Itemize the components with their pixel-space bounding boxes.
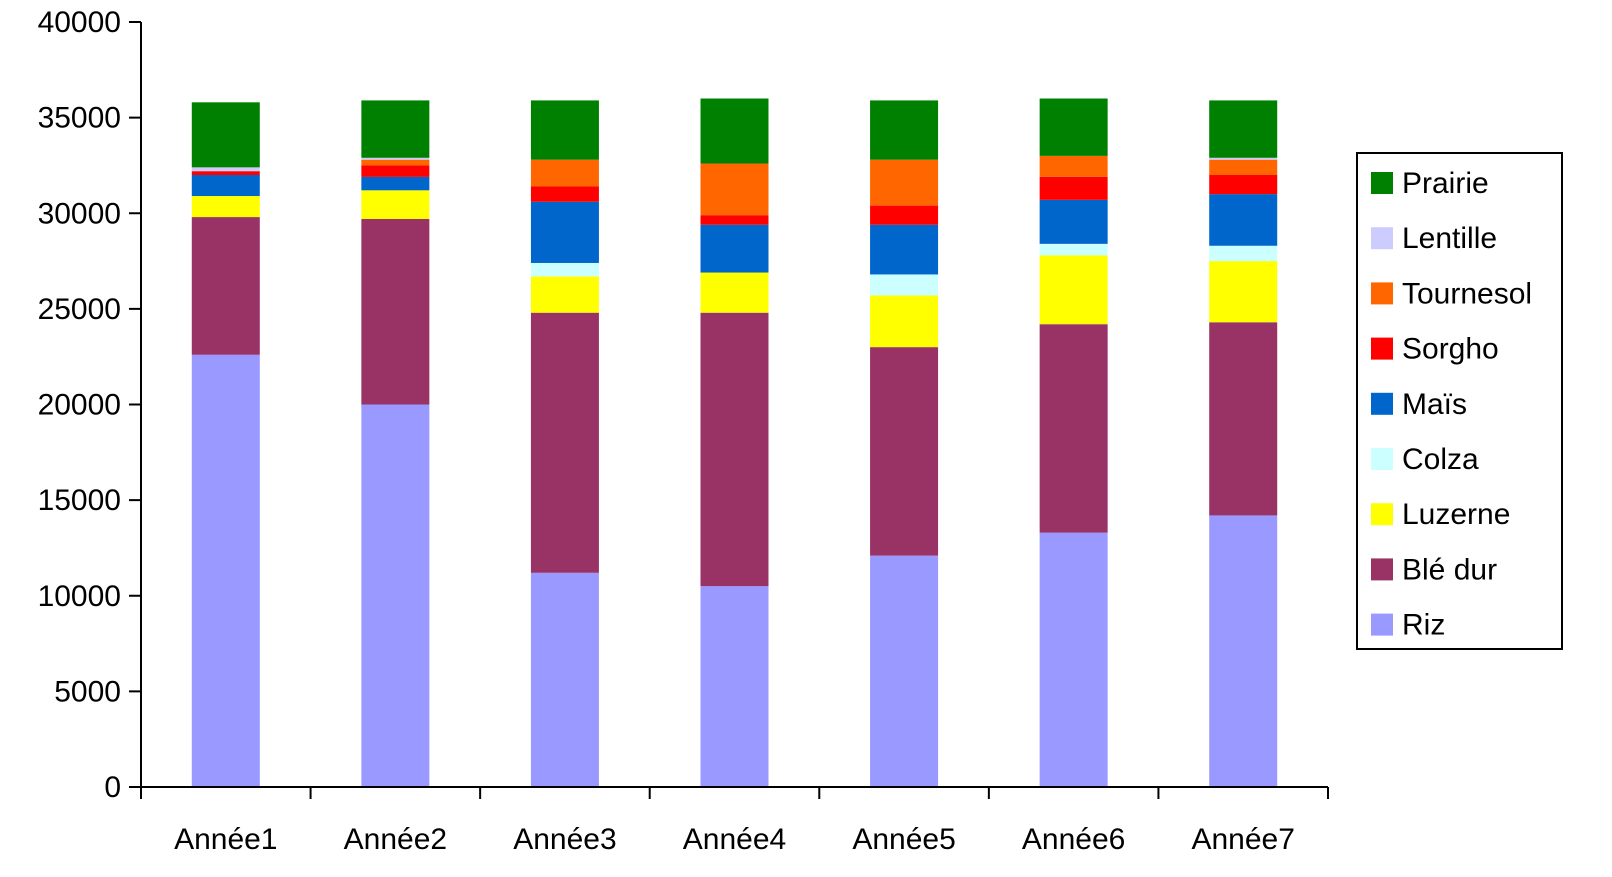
bar-segment-tournesol-5 — [870, 159, 939, 206]
y-tick-label: 15000 — [38, 484, 121, 517]
legend-swatch — [1371, 337, 1393, 360]
bar-segment-prairie-4 — [700, 98, 769, 164]
legend-swatch — [1371, 282, 1393, 305]
x-tick-label: Année6 — [1022, 823, 1125, 856]
bar-segment-riz-1 — [191, 354, 260, 787]
bar-segment-prairie-6 — [1039, 98, 1108, 156]
y-tick-label: 35000 — [38, 102, 121, 135]
bar-segment-blé-dur-7 — [1209, 322, 1278, 516]
bar-segment-tournesol-6 — [1039, 155, 1108, 177]
bar-segment-luzerne-2 — [361, 190, 430, 219]
legend-label: Maïs — [1402, 388, 1467, 421]
bar-segment-sorgho-4 — [700, 215, 769, 225]
bar-segment-blé-dur-4 — [700, 312, 769, 587]
bar-segment-riz-5 — [870, 555, 939, 787]
bar-segment-tournesol-7 — [1209, 159, 1278, 175]
bar-segment-blé-dur-6 — [1039, 324, 1108, 533]
legend-label: Luzerne — [1402, 498, 1510, 531]
x-axis: Année1 Année2 Année3 Année4 Année5 Année6 Anné… — [140, 786, 1329, 856]
x-tick-label: Année5 — [852, 823, 955, 856]
legend-label: Prairie — [1402, 167, 1489, 200]
legend-label: Tournesol — [1402, 277, 1532, 310]
legend-label: Blé dur — [1402, 553, 1497, 586]
bar-segment-lentille-1 — [191, 167, 260, 172]
x-tick-label: Année4 — [683, 823, 786, 856]
bar-segment-sorgho-3 — [530, 186, 599, 202]
legend-label: Sorgho — [1402, 333, 1499, 366]
y-tick-label: 40000 — [38, 6, 121, 39]
bar-segment-colza-7 — [1209, 245, 1278, 262]
bar-segment-blé-dur-2 — [361, 218, 430, 405]
bar-segment-tournesol-3 — [530, 159, 599, 187]
bar-segment-colza-3 — [530, 262, 599, 277]
bar-segment-sorgho-7 — [1209, 175, 1278, 195]
x-tick-label: Année1 — [174, 823, 277, 856]
legend-label: Riz — [1402, 609, 1445, 642]
bar-segment-luzerne-1 — [191, 196, 260, 218]
bar-segment-luzerne-4 — [700, 272, 769, 313]
bar-segment-maïs-7 — [1209, 194, 1278, 246]
bar-segment-prairie-3 — [530, 100, 599, 160]
y-tick-label: 5000 — [54, 675, 121, 708]
legend-swatch — [1371, 392, 1393, 415]
bar-segment-colza-5 — [870, 274, 939, 296]
bar-segment-lentille-2 — [361, 157, 430, 160]
bar-segment-blé-dur-1 — [191, 217, 260, 355]
bar-segment-prairie-7 — [1209, 100, 1278, 158]
bar-segment-sorgho-5 — [870, 205, 939, 225]
bar-segment-luzerne-7 — [1209, 261, 1278, 323]
legend-swatch — [1371, 448, 1393, 470]
bar-segment-riz-6 — [1039, 532, 1108, 787]
bar-segment-sorgho-1 — [191, 171, 260, 175]
x-tick-label: Année2 — [344, 823, 447, 856]
y-tick-label: 25000 — [38, 293, 121, 326]
legend: Prairie Lentille Tournesol Sorgho Maïs Colza L… — [1356, 152, 1563, 650]
y-tick-label: 10000 — [38, 580, 121, 613]
bar-segment-riz-4 — [700, 586, 769, 787]
bar-segment-prairie-2 — [361, 100, 430, 158]
y-axis: 0 5000 10000 15000 20000 25000 30000 35000 40000 — [38, 6, 142, 804]
bar-segment-tournesol-4 — [700, 163, 769, 216]
bar-segment-luzerne-6 — [1039, 255, 1108, 325]
legend-label: Lentille — [1402, 222, 1497, 255]
legend-swatch — [1371, 227, 1393, 250]
bar-segment-tournesol-2 — [361, 159, 430, 166]
bar-segment-maïs-3 — [530, 201, 599, 263]
legend-swatch — [1371, 172, 1393, 194]
bar-segment-riz-7 — [1209, 515, 1278, 787]
bar-segment-maïs-2 — [361, 176, 430, 191]
y-tick-label: 30000 — [38, 197, 121, 230]
bar-segment-lentille-7 — [1209, 157, 1278, 160]
legend-swatch — [1371, 503, 1393, 526]
bar-segment-colza-6 — [1039, 243, 1108, 256]
bar-segment-luzerne-3 — [530, 276, 599, 313]
y-tick-label: 0 — [104, 771, 121, 804]
y-tick-label: 20000 — [38, 389, 121, 422]
legend-swatch — [1371, 558, 1393, 581]
legend-label: Colza — [1402, 443, 1479, 476]
x-tick-label: Année7 — [1191, 823, 1294, 856]
bars-layer — [191, 98, 1278, 787]
bar-segment-prairie-5 — [870, 100, 939, 160]
bar-segment-blé-dur-3 — [530, 312, 599, 573]
bar-segment-luzerne-5 — [870, 295, 939, 348]
bar-segment-prairie-1 — [191, 102, 260, 168]
bar-segment-maïs-6 — [1039, 199, 1108, 244]
bar-segment-maïs-5 — [870, 224, 939, 275]
bar-segment-sorgho-2 — [361, 165, 430, 177]
bar-segment-maïs-4 — [700, 224, 769, 273]
bar-segment-riz-2 — [361, 404, 430, 787]
bar-segment-riz-3 — [530, 572, 599, 787]
bar-segment-maïs-1 — [191, 175, 260, 197]
bar-segment-blé-dur-5 — [870, 347, 939, 556]
bar-segment-sorgho-6 — [1039, 176, 1108, 200]
x-tick-label: Année3 — [513, 823, 616, 856]
legend-swatch — [1371, 613, 1393, 636]
